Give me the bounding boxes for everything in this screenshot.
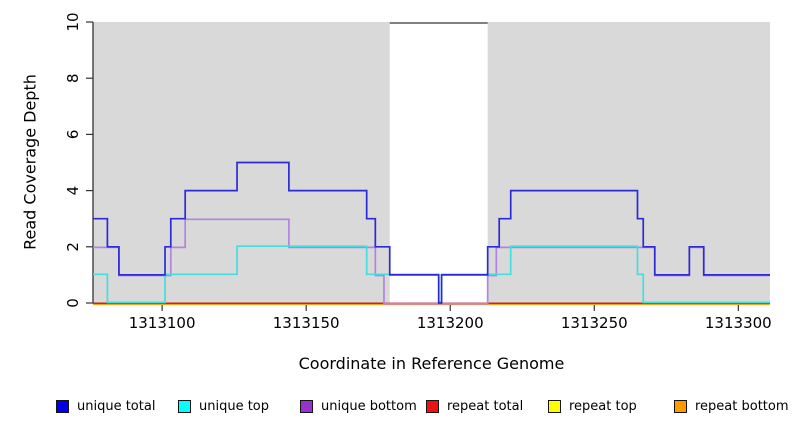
y-tick-label: 2 (64, 242, 82, 252)
y-tick-label: 8 (64, 73, 82, 83)
x-tick-label: 1313200 (417, 314, 484, 332)
y-axis-title: Read Coverage Depth (20, 74, 40, 250)
x-tick-label: 1313250 (561, 314, 628, 332)
y-tick-label: 10 (64, 12, 82, 31)
series-line-unique-total (93, 161, 770, 304)
x-tick-label: 1313300 (705, 314, 772, 332)
x-axis-title: Coordinate in Reference Genome (298, 354, 565, 373)
y-tick-label: 4 (64, 186, 82, 196)
x-tick-label: 1313150 (273, 314, 340, 332)
y-tick-label: 0 (64, 298, 82, 308)
y-tick-label: 6 (64, 130, 82, 140)
highlight-band (389, 22, 488, 303)
x-tick-label: 1313100 (129, 314, 196, 332)
